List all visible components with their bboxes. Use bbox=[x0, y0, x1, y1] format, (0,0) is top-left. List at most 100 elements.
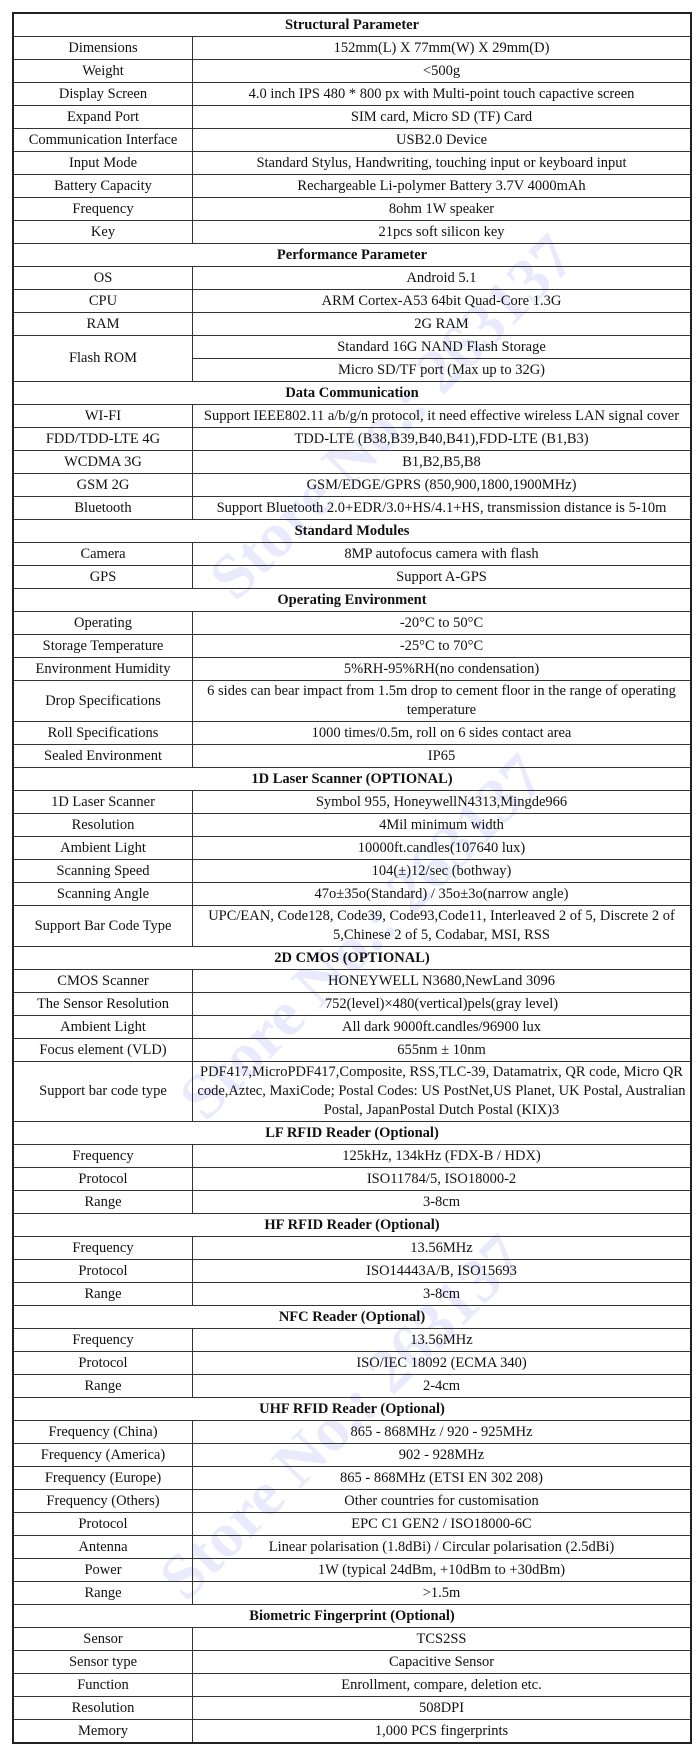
spec-value: Other countries for customisation bbox=[192, 1489, 692, 1513]
spec-label: Dimensions bbox=[12, 36, 193, 60]
spec-row: 1D Laser Scanner Symbol 955, HoneywellN43… bbox=[12, 790, 692, 814]
spec-label: Scanning Speed bbox=[12, 859, 193, 883]
spec-label: GPS bbox=[12, 565, 193, 589]
spec-row: Memory 1,000 PCS fingerprints bbox=[12, 1719, 692, 1744]
spec-row: Frequency (China) 865 - 868MHz / 920 - 92… bbox=[12, 1420, 692, 1444]
spec-label: Frequency bbox=[12, 197, 193, 221]
spec-row: Sensor TCS2SS bbox=[12, 1627, 692, 1651]
spec-label: Support bar code type bbox=[12, 1061, 193, 1122]
spec-value: All dark 9000ft.candles/96900 lux bbox=[192, 1015, 692, 1039]
spec-value: Support IEEE802.11 a/b/g/n protocol, it … bbox=[192, 404, 692, 428]
spec-label: Camera bbox=[12, 542, 193, 566]
spec-label: Power bbox=[12, 1558, 193, 1582]
spec-value: 865 - 868MHz / 920 - 925MHz bbox=[192, 1420, 692, 1444]
spec-value: 21pcs soft silicon key bbox=[192, 220, 692, 244]
spec-row: Communication Interface USB2.0 Device bbox=[12, 128, 692, 152]
spec-row: Resolution 4Mil minimum width bbox=[12, 813, 692, 837]
spec-value: Support A-GPS bbox=[192, 565, 692, 589]
spec-label: Range bbox=[12, 1282, 193, 1306]
spec-row: Weight <500g bbox=[12, 59, 692, 83]
spec-row: Environment Humidity 5%RH-95%RH(no conden… bbox=[12, 657, 692, 681]
spec-value: 2-4cm bbox=[192, 1374, 692, 1398]
spec-value: 4Mil minimum width bbox=[192, 813, 692, 837]
spec-value: UPC/EAN, Code128, Code39, Code93,Code11,… bbox=[192, 905, 692, 947]
section-title: 1D Laser Scanner (OPTIONAL) bbox=[12, 767, 692, 791]
spec-label: 1D Laser Scanner bbox=[12, 790, 193, 814]
spec-label: Protocol bbox=[12, 1351, 193, 1375]
spec-label: Protocol bbox=[12, 1512, 193, 1536]
spec-row: Support bar code type PDF417,MicroPDF417,… bbox=[12, 1061, 692, 1122]
spec-row: FDD/TDD-LTE 4G TDD-LTE (B38,B39,B40,B41),… bbox=[12, 427, 692, 451]
spec-label: Frequency (Others) bbox=[12, 1489, 193, 1513]
spec-row: OS Android 5.1 bbox=[12, 266, 692, 290]
spec-label: Environment Humidity bbox=[12, 657, 193, 681]
spec-label: RAM bbox=[12, 312, 193, 336]
spec-row: Flash ROM Standard 16G NAND Flash Storage bbox=[12, 335, 692, 382]
spec-value: 152mm(L) X 77mm(W) X 29mm(D) bbox=[192, 36, 692, 60]
spec-label: Drop Specifications bbox=[12, 680, 193, 722]
spec-label: Ambient Light bbox=[12, 836, 193, 860]
section-title: HF RFID Reader (Optional) bbox=[12, 1213, 692, 1237]
spec-label: Weight bbox=[12, 59, 193, 83]
spec-row: Frequency 125kHz, 134kHz (FDX-B / HDX) bbox=[12, 1144, 692, 1168]
spec-value: HONEYWELL N3680,NewLand 3096 bbox=[192, 969, 692, 993]
spec-row: Ambient Light 10000ft.candles(107640 lux) bbox=[12, 836, 692, 860]
section-header-lf-rfid-reader-optional: LF RFID Reader (Optional) bbox=[12, 1121, 692, 1145]
spec-row: Scanning Speed 104(±)12/sec (bothway) bbox=[12, 859, 692, 883]
spec-row: Frequency (Others) Other countries for cu… bbox=[12, 1489, 692, 1513]
spec-label: Roll Specifications bbox=[12, 721, 193, 745]
section-header-1d-laser-scanner-optional: 1D Laser Scanner (OPTIONAL) bbox=[12, 767, 692, 791]
spec-row: Dimensions 152mm(L) X 77mm(W) X 29mm(D) bbox=[12, 36, 692, 60]
spec-label: Memory bbox=[12, 1719, 193, 1744]
spec-value: 752(level)×480(vertical)pels(gray level) bbox=[192, 992, 692, 1016]
spec-label: Ambient Light bbox=[12, 1015, 193, 1039]
spec-row: Expand Port SIM card, Micro SD (TF) Card bbox=[12, 105, 692, 129]
spec-label: Sensor type bbox=[12, 1650, 193, 1674]
spec-row: Frequency 8ohm 1W speaker bbox=[12, 197, 692, 221]
spec-row: Protocol ISO14443A/B, ISO15693 bbox=[12, 1259, 692, 1283]
spec-row: Display Screen 4.0 inch IPS 480 * 800 px … bbox=[12, 82, 692, 106]
spec-row: Sealed Environment IP65 bbox=[12, 744, 692, 768]
spec-value: Capacitive Sensor bbox=[192, 1650, 692, 1674]
spec-value: ISO/IEC 18092 (ECMA 340) bbox=[192, 1351, 692, 1375]
spec-value: 1W (typical 24dBm, +10dBm to +30dBm) bbox=[192, 1558, 692, 1582]
spec-label: Frequency (America) bbox=[12, 1443, 193, 1467]
spec-row: Focus element (VLD) 655nm ± 10nm bbox=[12, 1038, 692, 1062]
spec-label: Frequency bbox=[12, 1328, 193, 1352]
spec-value: Enrollment, compare, deletion etc. bbox=[192, 1673, 692, 1697]
spec-row: Protocol ISO/IEC 18092 (ECMA 340) bbox=[12, 1351, 692, 1375]
spec-row: Camera 8MP autofocus camera with flash bbox=[12, 542, 692, 566]
spec-label: OS bbox=[12, 266, 193, 290]
spec-row: Storage Temperature -25°C to 70°C bbox=[12, 634, 692, 658]
section-title: Data Communication bbox=[12, 381, 692, 405]
spec-label: CMOS Scanner bbox=[12, 969, 193, 993]
spec-value: 865 - 868MHz (ETSI EN 302 208) bbox=[192, 1466, 692, 1490]
spec-label: GSM 2G bbox=[12, 473, 193, 497]
section-header-nfc-reader-optional: NFC Reader (Optional) bbox=[12, 1305, 692, 1329]
spec-row: Protocol EPC C1 GEN2 / ISO18000-6C bbox=[12, 1512, 692, 1536]
spec-value: 6 sides can bear impact from 1.5m drop t… bbox=[192, 680, 692, 722]
section-header-standard-modules: Standard Modules bbox=[12, 519, 692, 543]
spec-label: Resolution bbox=[12, 813, 193, 837]
spec-value: TCS2SS bbox=[192, 1627, 692, 1651]
spec-value: -20°C to 50°C bbox=[192, 611, 692, 635]
section-header-biometric-fingerprint-optional: Biometric Fingerprint (Optional) bbox=[12, 1604, 692, 1628]
spec-label: Operating bbox=[12, 611, 193, 635]
spec-row: Ambient Light All dark 9000ft.candles/969… bbox=[12, 1015, 692, 1039]
spec-value: 125kHz, 134kHz (FDX-B / HDX) bbox=[192, 1144, 692, 1168]
spec-row: Sensor type Capacitive Sensor bbox=[12, 1650, 692, 1674]
spec-value: 104(±)12/sec (bothway) bbox=[192, 859, 692, 883]
spec-row: RAM 2G RAM bbox=[12, 312, 692, 336]
spec-row: CMOS Scanner HONEYWELL N3680,NewLand 3096 bbox=[12, 969, 692, 993]
spec-value: Support Bluetooth 2.0+EDR/3.0+HS/4.1+HS,… bbox=[192, 496, 692, 520]
spec-row: WCDMA 3G B1,B2,B5,B8 bbox=[12, 450, 692, 474]
spec-row: Support Bar Code Type UPC/EAN, Code128, C… bbox=[12, 905, 692, 947]
section-title: Performance Parameter bbox=[12, 243, 692, 267]
spec-label: Key bbox=[12, 220, 193, 244]
spec-row: Battery Capacity Rechargeable Li-polymer … bbox=[12, 174, 692, 198]
spec-value: 902 - 928MHz bbox=[192, 1443, 692, 1467]
spec-row: Antenna Linear polarisation (1.8dBi) / Ci… bbox=[12, 1535, 692, 1559]
spec-label: FDD/TDD-LTE 4G bbox=[12, 427, 193, 451]
spec-value: -25°C to 70°C bbox=[192, 634, 692, 658]
spec-label: Range bbox=[12, 1374, 193, 1398]
